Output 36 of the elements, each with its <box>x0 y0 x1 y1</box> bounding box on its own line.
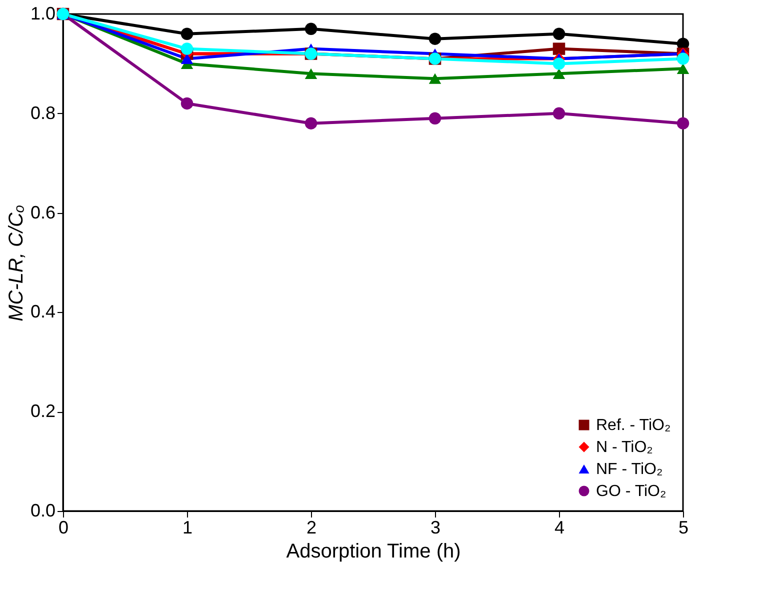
point <box>552 107 566 120</box>
legend-label: GO - TiO₂ <box>596 483 666 500</box>
x-tick-label: 1 <box>182 518 193 538</box>
point <box>304 117 318 130</box>
legend-label: N - TiO₂ <box>596 439 653 456</box>
x-tick-label: 4 <box>554 518 565 538</box>
point <box>180 97 194 110</box>
y-tick-label: 0.0 <box>30 500 56 520</box>
y-tick-label: 0.8 <box>30 102 56 123</box>
y-tick-label: 0.2 <box>30 401 56 422</box>
x-axis-title: Adsorption Time (h) <box>286 540 461 562</box>
x-tick-label: 3 <box>430 518 441 538</box>
x-tick-label: 0 <box>58 518 69 538</box>
x-tick-label: 2 <box>306 518 317 538</box>
point <box>676 52 690 65</box>
point <box>304 22 318 36</box>
point <box>304 68 318 79</box>
y-tick-label: 0.6 <box>30 202 56 222</box>
y-tick-label: 0.4 <box>30 302 56 322</box>
point <box>180 53 194 64</box>
point <box>552 58 566 70</box>
point <box>428 112 442 124</box>
point <box>180 28 194 40</box>
point <box>428 73 442 84</box>
point <box>180 42 194 55</box>
point <box>676 63 690 74</box>
point <box>552 42 566 55</box>
point <box>428 32 442 45</box>
point <box>676 117 690 130</box>
point <box>552 28 566 40</box>
y-axis-title: MC-LR, C/Cₒ <box>5 204 28 322</box>
point <box>552 68 566 79</box>
x-tick-label: 5 <box>678 518 689 538</box>
y-tick-label: 1.0 <box>30 4 56 24</box>
legend-label: Ref. - TiO₂ <box>596 417 671 434</box>
legend-label: NF - TiO₂ <box>596 461 663 478</box>
